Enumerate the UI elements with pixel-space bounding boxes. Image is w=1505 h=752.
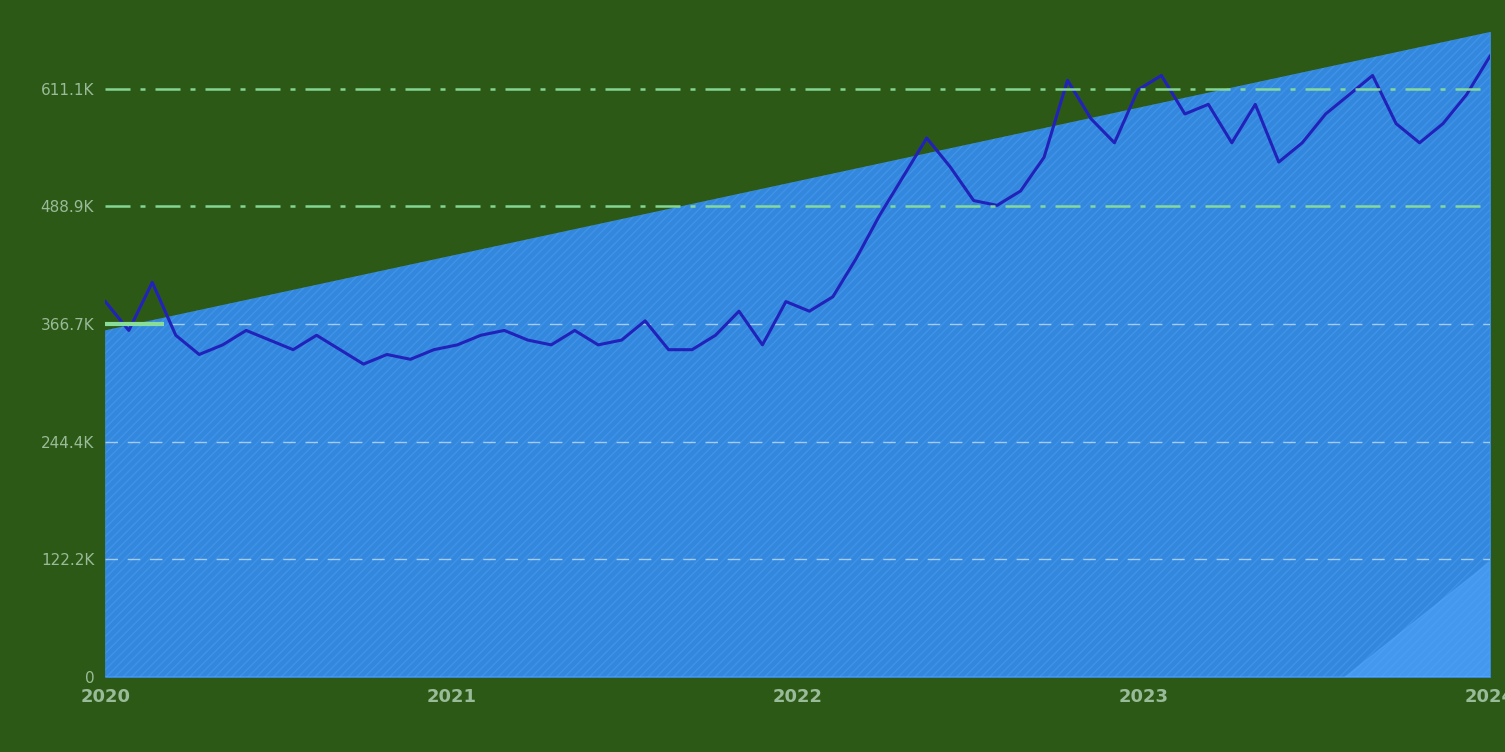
Polygon shape	[1344, 561, 1490, 677]
